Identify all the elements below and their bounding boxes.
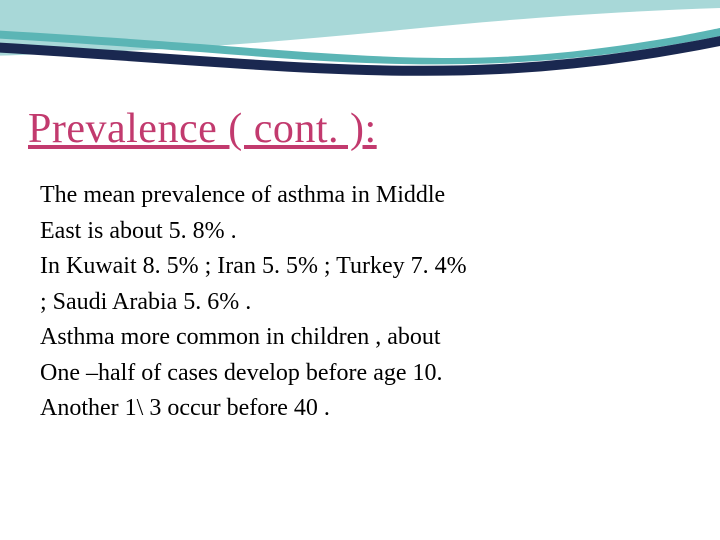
wave-svg xyxy=(0,0,720,90)
body-line: One –half of cases develop before age 10… xyxy=(40,356,660,392)
body-line: The mean prevalence of asthma in Middle xyxy=(40,178,660,214)
body-line: In Kuwait 8. 5% ; Iran 5. 5% ; Turkey 7.… xyxy=(40,249,660,285)
body-line: East is about 5. 8% . xyxy=(40,214,660,250)
body-line: Another 1\ 3 occur before 40 . xyxy=(40,391,660,427)
body-text: The mean prevalence of asthma in Middle … xyxy=(40,178,660,427)
body-line: Asthma more common in children , about xyxy=(40,320,660,356)
decorative-wave xyxy=(0,0,720,90)
slide-title: Prevalence ( cont. ): xyxy=(28,105,377,153)
body-line: ; Saudi Arabia 5. 6% . xyxy=(40,285,660,321)
